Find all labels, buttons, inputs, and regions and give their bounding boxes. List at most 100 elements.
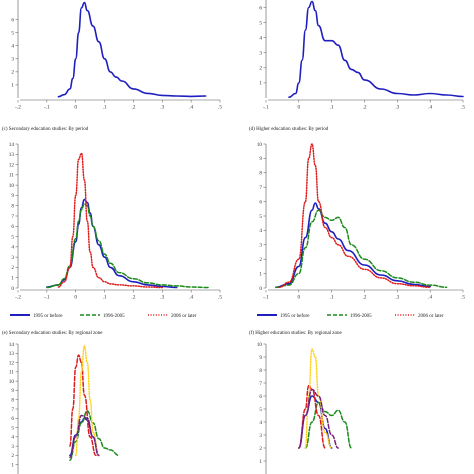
panel-top-left: 1 2 3 4 5 6 -.2 -.1 0 .1 .2 .3 .4 .5 [11, 0, 222, 111]
y-tick-label: 5 [11, 30, 14, 36]
series-line-e-2 [69, 354, 97, 457]
x-tick-label: .1 [103, 295, 107, 301]
y-tick-label: 0 [259, 286, 262, 292]
y-tick-label: 2 [11, 265, 14, 271]
panel-top-right: 1 2 3 4 5 6 -.1 0 .1 .2 .3 .4 .5 [259, 0, 465, 111]
series-line-f-1 [304, 401, 353, 449]
y-tick-label: 4 [259, 228, 262, 234]
y-tick-label: 10 [257, 342, 263, 348]
series-line-f-3 [304, 348, 333, 449]
y-tick-label: 11 [9, 173, 14, 179]
legend-label-1996-right: 1996-2005 [350, 314, 372, 319]
y-tick-label: 7 [11, 214, 14, 220]
x-tick-label: .2 [363, 295, 367, 301]
x-tick-label: .4 [428, 105, 432, 111]
y-tick-label: 6 [259, 199, 262, 205]
legend-label-1995: 1995 or before [33, 314, 63, 319]
x-tick-label: .4 [428, 295, 432, 301]
series-line-d-0 [275, 202, 431, 289]
y-tick-label: 10 [9, 183, 15, 189]
series-line-e-3 [74, 345, 100, 457]
y-tick-label: 2 [259, 446, 262, 452]
y-tick-label: 2 [11, 453, 14, 459]
y-tick-label: 3 [259, 51, 262, 57]
x-tick-label: .5 [461, 295, 465, 301]
x-tick-label: 0 [74, 295, 77, 301]
series-line-f-2 [298, 384, 326, 449]
y-tick-label: 5 [11, 234, 14, 240]
legend-label-1995-right: 1995 or before [280, 314, 310, 319]
x-tick-label: -.2 [15, 105, 21, 111]
y-tick-label: 14 [9, 342, 15, 348]
y-tick-label: 8 [11, 204, 14, 210]
x-tick-label: .1 [330, 295, 334, 301]
y-tick-label: 1 [11, 83, 14, 89]
x-tick-label: -.1 [263, 105, 269, 111]
y-tick-label: 2 [259, 257, 262, 263]
y-tick-label: 5 [11, 425, 14, 431]
y-tick-label: 8 [259, 368, 262, 374]
legend-label-1996: 1996-2005 [103, 314, 125, 319]
series-line-e-4 [69, 414, 100, 459]
x-tick-label: .2 [131, 105, 135, 111]
series-line-top-left-0 [57, 1, 207, 98]
y-tick-label: 9 [259, 156, 262, 162]
x-tick-label: -.2 [15, 295, 21, 301]
y-tick-label: 9 [11, 388, 14, 394]
x-tick-label: .1 [103, 105, 107, 111]
y-tick-label: 1 [11, 276, 14, 282]
y-tick-label: 6 [259, 394, 262, 400]
y-tick-label: 3 [11, 57, 14, 63]
x-tick-label: .5 [218, 105, 222, 111]
x-tick-label: -.1 [44, 295, 50, 301]
y-tick-label: 6 [11, 224, 14, 230]
panel-f: 1 2 3 4 5 6 7 8 9 10 [257, 342, 353, 474]
y-tick-label: 4 [259, 35, 262, 41]
x-tick-label: .3 [160, 105, 164, 111]
legend-label-2006-right: 2006 or later [418, 314, 444, 319]
y-tick-label: 8 [11, 398, 14, 404]
x-tick-label: .4 [189, 105, 193, 111]
x-tick-label: 0 [74, 105, 77, 111]
x-tick-label: .4 [189, 295, 193, 301]
y-tick-label: 6 [259, 5, 262, 11]
x-tick-label: 0 [298, 105, 301, 111]
y-tick-label: 9 [259, 355, 262, 361]
x-tick-label: .3 [395, 295, 399, 301]
y-tick-label: 1 [11, 463, 14, 469]
y-tick-label: 8 [259, 171, 262, 177]
y-tick-label: 10 [257, 142, 263, 148]
y-tick-label: 10 [9, 379, 15, 385]
series-line-c-2 [57, 152, 164, 289]
x-tick-label: 0 [298, 295, 301, 301]
series-line-d-2 [278, 143, 431, 289]
y-tick-label: 0 [11, 286, 14, 292]
series-line-d-1 [275, 209, 448, 289]
y-tick-label: 1 [259, 81, 262, 87]
y-tick-label: 4 [11, 245, 14, 251]
series-line-f-4 [298, 388, 339, 449]
y-tick-label: 2 [11, 70, 14, 76]
y-tick-label: 9 [11, 193, 14, 199]
y-tick-label: 5 [259, 407, 262, 413]
y-tick-label: 3 [259, 433, 262, 439]
y-tick-label: 11 [9, 370, 14, 376]
legend-label-2006: 2006 or later [171, 314, 197, 319]
x-tick-label: .5 [218, 295, 222, 301]
y-tick-label: 13 [9, 152, 15, 158]
y-tick-label: 14 [9, 142, 15, 148]
y-tick-label: 4 [259, 420, 262, 426]
caption-f: (f) Higher education studies: By regiona… [249, 331, 343, 336]
y-tick-label: 3 [11, 444, 14, 450]
y-tick-label: 6 [11, 17, 14, 23]
x-tick-label: -.1 [263, 295, 269, 301]
caption-d: (d) Higher education studies: By period [249, 127, 329, 132]
y-tick-label: 7 [259, 185, 262, 191]
y-tick-label: 13 [9, 351, 15, 357]
y-tick-label: 4 [11, 44, 14, 50]
caption-c: (c) Secondary education studies: By peri… [2, 127, 89, 132]
